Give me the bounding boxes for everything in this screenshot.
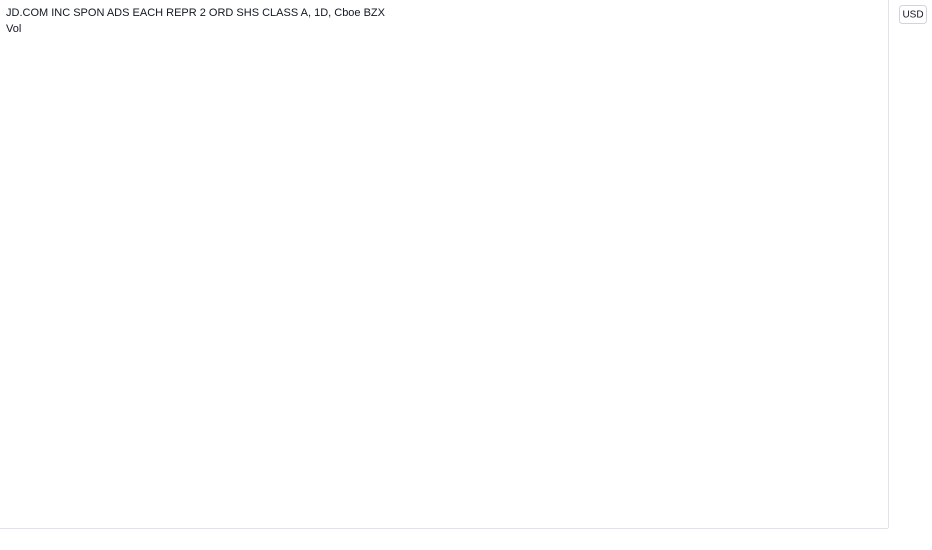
currency[interactable]: USD <box>902 10 923 21</box>
chart-title: JD.COM INC SPON ADS EACH REPR 2 ORD SHS … <box>6 7 386 19</box>
currency-box[interactable] <box>899 5 927 24</box>
volume-legend: Vol <box>6 23 21 35</box>
